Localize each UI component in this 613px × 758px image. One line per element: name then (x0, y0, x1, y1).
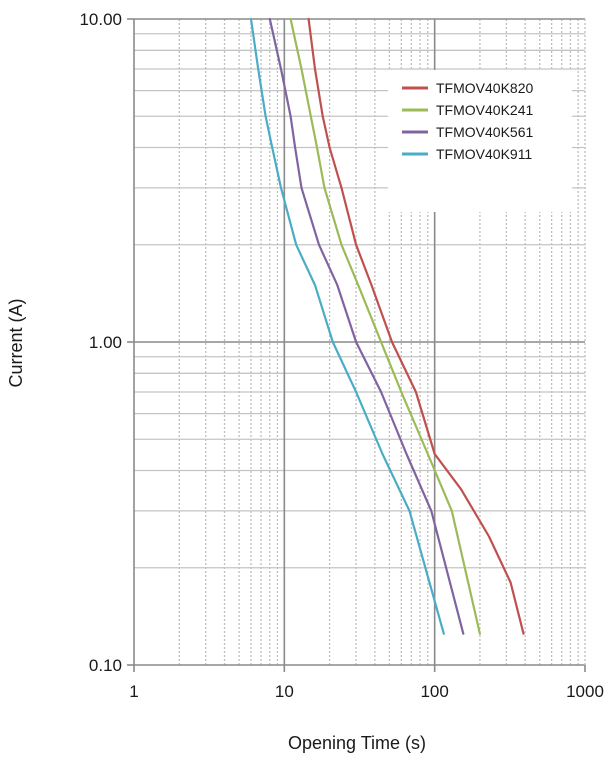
x-axis-title: Opening Time (s) (288, 733, 426, 753)
legend-label: TFMOV40K561 (436, 124, 533, 140)
x-tick-label: 100 (420, 682, 448, 701)
legend-label: TFMOV40K820 (436, 80, 533, 96)
y-tick-labels: 0.10 1.00 10.00 (79, 10, 122, 675)
series-line (289, 17, 481, 635)
series-line (249, 17, 445, 635)
series-lines (249, 17, 525, 635)
y-tick-label: 10.00 (79, 10, 122, 29)
x-tick-labels: 1 10 100 1000 (129, 682, 604, 701)
x-tick-label: 1000 (566, 682, 604, 701)
y-tick-label: 1.00 (89, 333, 122, 352)
legend-label: TFMOV40K241 (436, 102, 533, 118)
x-tick-label: 1 (129, 682, 138, 701)
series-line (268, 17, 465, 635)
series-line (307, 17, 525, 635)
legend-label: TFMOV40K911 (436, 146, 532, 162)
y-tick-label: 0.10 (89, 656, 122, 675)
axes (127, 18, 586, 672)
x-tick-label: 10 (275, 682, 294, 701)
legend: TFMOV40K820 TFMOV40K241 TFMOV40K561 TFMOV40… (402, 80, 533, 162)
y-axis-title: Current (A) (6, 298, 26, 387)
legend-background (388, 70, 572, 212)
